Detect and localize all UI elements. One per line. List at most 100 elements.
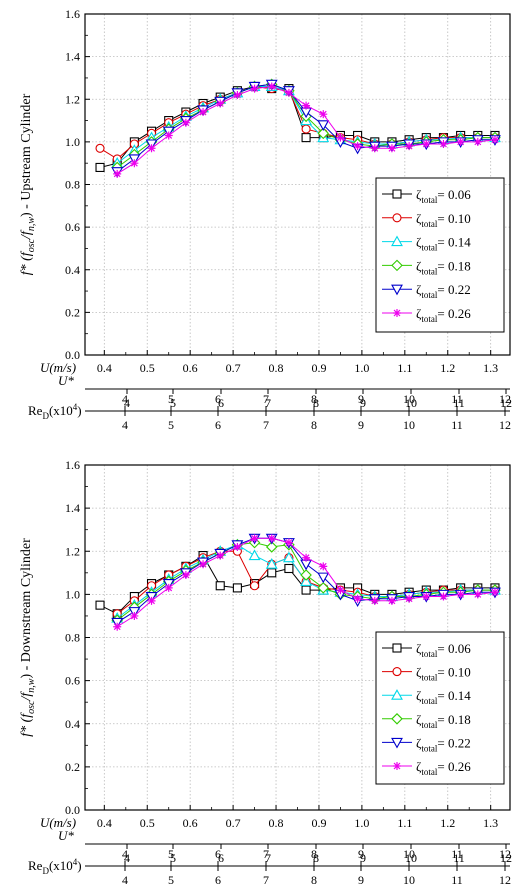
data-point [233,90,242,99]
re-label-part: D [42,411,49,421]
legend-value: 0.06 [448,641,471,656]
legend-eq: = [437,282,448,297]
y-tick-label: 1.2 [65,544,80,558]
y-tick-label: 0.4 [65,717,80,731]
re-tick-label: 6 [215,418,221,432]
data-point [282,551,295,563]
data-point [490,135,499,144]
x-axis-label-u: U(m/s) [40,360,76,375]
re-tick-label: 12 [499,418,511,432]
ustar-tick-label: 8 [313,851,319,865]
y-label-part: n,w [26,217,37,232]
y-label-part: osc [26,238,37,252]
ustar-tick-label: 6 [218,851,224,865]
re-upper-tick-label: 9 [358,392,364,406]
y-tick-label: 0.8 [65,178,80,192]
series-line-0 [99,554,495,615]
legend-entry: ζtotal= 0.10 [416,665,471,683]
data-point [336,133,345,142]
re-label-part: Re [28,858,43,873]
re-upper-tick-label: 6 [215,392,221,406]
data-point [267,568,277,578]
legend-value: 0.26 [448,759,471,774]
x-axis-label-u: U(m/s) [40,815,76,830]
re-tick-label: 5 [168,873,174,887]
data-point [250,84,259,93]
y-tick-label: 0.8 [65,631,80,645]
legend-zeta: ζ [416,187,422,202]
legend-entry: ζtotal= 0.26 [416,306,471,324]
data-point [248,549,261,561]
legend-zeta: ζ [416,211,422,226]
data-point [267,82,276,91]
x-tick-label: 0.9 [311,361,326,375]
legend-marker [393,309,401,317]
x-tick-label: 0.4 [97,361,112,375]
data-point [422,592,431,601]
y-tick-label: 1.4 [65,501,80,515]
y-tick-label: 0.6 [65,674,80,688]
re-label-part: ) [77,858,81,873]
legend-eq: = [437,258,448,273]
downstream-chart: 0.0 0.2 0.4 0.6 0.8 1.0 1.2 1.4 1.6 f* (fosc/fn,w… [19,458,512,887]
ustar-tick-label: 7 [265,851,271,865]
legend-zeta: ζ [416,235,422,250]
ustar-tick-label: 4 [124,851,130,865]
x-axis-u: 0.4 0.5 0.6 0.7 0.8 0.9 1.0 1.1 1.2 1.3 U(m/s) [40,805,498,830]
x-tick-label: 1.1 [397,361,412,375]
re-upper-tick-label: 11 [451,392,463,406]
y-label-part: f* (f [19,712,34,737]
data-point [301,133,311,143]
legend-marker [391,737,403,749]
legend-entry: ζtotal= 0.06 [416,187,471,205]
y-tick-label: 1.4 [65,50,80,64]
legend-sub: total [421,314,437,324]
data-point [95,143,105,153]
re-upper-tick-label: 12 [499,392,511,406]
legend-zeta: ζ [416,712,422,727]
re-tick-label: 8 [311,873,317,887]
legend-eq: = [437,306,448,321]
re-upper-tick-label: 5 [168,392,174,406]
legend-entry: ζtotal= 0.18 [416,712,471,730]
data-point [113,169,122,178]
legend-value: 0.14 [448,235,471,250]
data-point [300,575,313,586]
ustar-tick-label: 5 [170,851,176,865]
legend-entry: ζtotal= 0.26 [416,759,471,777]
y-axis: 0.0 0.2 0.4 0.6 0.8 1.0 1.2 1.4 1.6 [65,7,90,362]
y-axis-label: f* (fosc/fn,w) - Downstream Cylinder [19,538,37,737]
data-point [147,144,156,153]
data-point [267,534,276,543]
x-tick-label: 0.4 [97,816,112,830]
series-group [95,533,501,631]
legend-marker [391,284,403,296]
data-point [317,572,330,584]
ustar-tick-label: 12 [500,851,512,865]
data-point [130,159,139,168]
y-tick-label: 1.6 [65,7,80,21]
data-point [490,588,499,597]
x-axis-label-re: ReD(x104) [28,857,82,876]
re-tick-label: 11 [451,418,463,432]
legend-eq: = [437,712,448,727]
data-point [284,563,294,574]
ustar-tick-label: 6 [218,396,224,410]
legend-sub: total [421,649,437,659]
legend-box [375,177,505,333]
series-group [95,78,501,178]
legend-marker [393,762,401,770]
y-label-part: ) - Downstream Cylinder [19,538,34,679]
x-axis-label-ustar: U* [58,828,74,843]
legend-zeta: ζ [416,306,422,321]
re-tick-label: 9 [358,418,364,432]
legend-marker [391,259,403,272]
data-point [250,534,259,543]
re-label-part: ) [77,403,81,418]
re-label-part: 4 [73,402,78,412]
x-axis-label-re: ReD(x104) [28,402,82,421]
re-tick-label: 8 [311,418,317,432]
legend-eq: = [437,665,448,680]
legend-sub: total [421,743,437,753]
legend-entry: ζtotal= 0.14 [416,688,471,706]
